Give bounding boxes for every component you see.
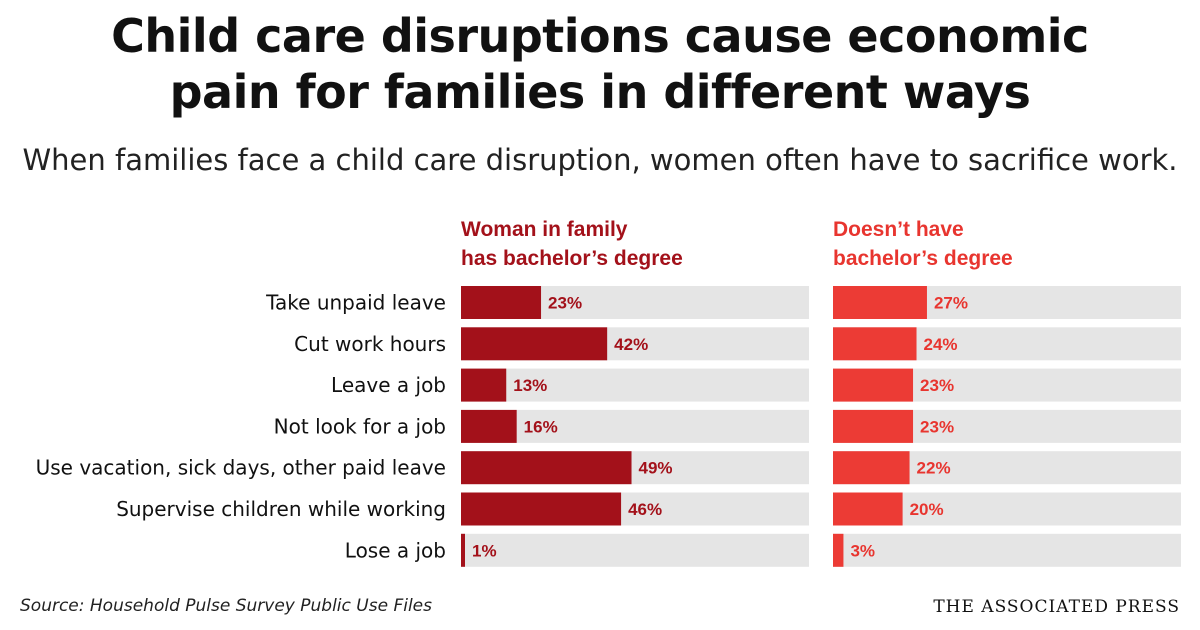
data-label: 23% [548, 294, 582, 313]
category-label: Supervise children while working [116, 497, 446, 521]
bar-track [461, 533, 809, 567]
legend-label: has bachelor’s degree [461, 247, 683, 270]
bar [833, 368, 914, 402]
chart-title-line-2: pain for families in different ways [169, 65, 1031, 119]
bar-track [833, 533, 1181, 567]
bar-track [461, 368, 809, 402]
category-label: Use vacation, sick days, other paid leav… [36, 456, 446, 480]
bar [833, 409, 914, 443]
data-label: 16% [524, 417, 558, 436]
data-label: 22% [917, 459, 951, 478]
credit-line: THE ASSOCIATED PRESS [933, 597, 1180, 617]
bar [461, 286, 542, 319]
source-note: Source: Household Pulse Survey Public Us… [20, 596, 432, 616]
chart-subtitle: When families face a child care disrupti… [22, 143, 1178, 177]
data-label: 27% [934, 294, 968, 313]
category-label: Not look for a job [274, 414, 446, 438]
bar-track [461, 409, 809, 443]
data-label: 1% [472, 541, 497, 560]
bar [461, 451, 632, 485]
chart-title-line-1: Child care disruptions cause economic [111, 9, 1089, 63]
bar [461, 409, 517, 443]
legend-label: Doesn’t have [833, 218, 964, 241]
data-label: 42% [614, 335, 648, 354]
data-label: 49% [639, 459, 673, 478]
data-label: 20% [910, 500, 944, 519]
bar [833, 451, 910, 485]
bar [833, 286, 927, 319]
data-label: 46% [628, 500, 662, 519]
data-label: 23% [920, 417, 954, 436]
bar [461, 368, 507, 402]
data-label: 23% [920, 376, 954, 395]
bar [833, 492, 903, 526]
data-label: 24% [924, 335, 958, 354]
chart-title: Child care disruptions cause economic pa… [0, 8, 1200, 120]
category-label: Cut work hours [294, 332, 446, 356]
bar [461, 492, 622, 526]
bar [461, 533, 465, 567]
data-label: 13% [513, 376, 547, 395]
category-label: Lose a job [345, 538, 446, 562]
bar [833, 533, 844, 567]
legend-label: Woman in family [461, 218, 628, 241]
bar [461, 327, 608, 361]
data-label: 3% [850, 541, 875, 560]
bar [833, 327, 917, 361]
category-label: Take unpaid leave [265, 291, 446, 315]
category-label: Leave a job [331, 373, 446, 397]
legend-label: bachelor’s degree [833, 247, 1013, 270]
